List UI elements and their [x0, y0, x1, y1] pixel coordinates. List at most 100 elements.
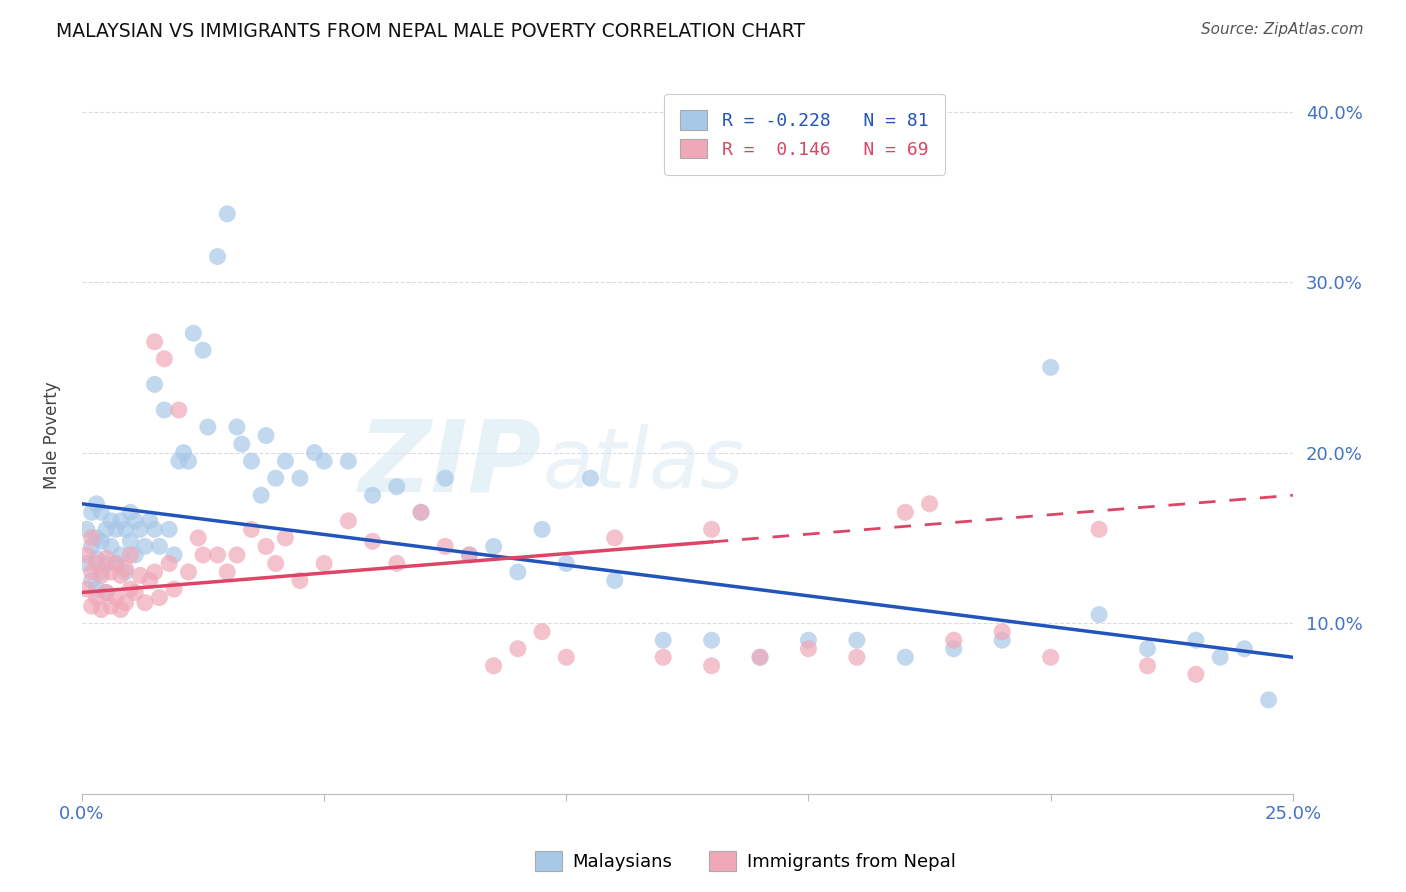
Point — [288, 471, 311, 485]
Point — [110, 548, 132, 562]
Point — [894, 650, 917, 665]
Point — [482, 658, 505, 673]
Point — [104, 557, 127, 571]
Point — [90, 602, 112, 616]
Point — [139, 574, 162, 588]
Point — [120, 548, 142, 562]
Point — [96, 557, 118, 571]
Point — [129, 522, 152, 536]
Point — [86, 551, 108, 566]
Point — [991, 633, 1014, 648]
Point — [90, 568, 112, 582]
Point — [177, 565, 200, 579]
Point — [157, 522, 180, 536]
Point — [226, 548, 249, 562]
Text: Source: ZipAtlas.com: Source: ZipAtlas.com — [1201, 22, 1364, 37]
Point — [104, 557, 127, 571]
Point — [797, 633, 820, 648]
Point — [114, 565, 136, 579]
Point — [482, 540, 505, 554]
Point — [1136, 641, 1159, 656]
Point — [337, 454, 360, 468]
Point — [264, 557, 287, 571]
Point — [217, 565, 239, 579]
Point — [254, 540, 277, 554]
Point — [918, 497, 941, 511]
Point — [143, 377, 166, 392]
Point — [110, 568, 132, 582]
Point — [80, 531, 103, 545]
Point — [304, 445, 326, 459]
Point — [1257, 693, 1279, 707]
Point — [191, 548, 214, 562]
Point — [90, 505, 112, 519]
Point — [197, 420, 219, 434]
Point — [797, 641, 820, 656]
Point — [163, 548, 186, 562]
Point — [96, 585, 118, 599]
Point — [603, 574, 626, 588]
Point — [749, 650, 772, 665]
Point — [250, 488, 273, 502]
Point — [361, 488, 384, 502]
Point — [274, 454, 297, 468]
Point — [652, 650, 675, 665]
Point — [157, 557, 180, 571]
Point — [148, 540, 170, 554]
Point — [434, 471, 457, 485]
Point — [191, 343, 214, 358]
Point — [86, 497, 108, 511]
Point — [167, 454, 190, 468]
Point — [314, 557, 336, 571]
Legend: R = -0.228   N = 81, R =  0.146   N = 69: R = -0.228 N = 81, R = 0.146 N = 69 — [664, 94, 945, 175]
Point — [555, 557, 578, 571]
Point — [361, 534, 384, 549]
Point — [120, 505, 142, 519]
Point — [1185, 667, 1208, 681]
Point — [177, 454, 200, 468]
Point — [207, 250, 229, 264]
Point — [385, 480, 408, 494]
Point — [143, 565, 166, 579]
Point — [652, 633, 675, 648]
Point — [143, 522, 166, 536]
Point — [531, 522, 554, 536]
Point — [894, 505, 917, 519]
Point — [86, 591, 108, 605]
Point — [603, 531, 626, 545]
Point — [80, 505, 103, 519]
Point — [207, 548, 229, 562]
Point — [86, 531, 108, 545]
Point — [100, 565, 122, 579]
Point — [240, 522, 263, 536]
Point — [124, 548, 146, 562]
Point — [167, 403, 190, 417]
Point — [96, 551, 118, 566]
Point — [104, 591, 127, 605]
Point — [434, 540, 457, 554]
Point — [337, 514, 360, 528]
Point — [942, 641, 965, 656]
Point — [458, 548, 481, 562]
Point — [114, 522, 136, 536]
Point — [749, 650, 772, 665]
Text: MALAYSIAN VS IMMIGRANTS FROM NEPAL MALE POVERTY CORRELATION CHART: MALAYSIAN VS IMMIGRANTS FROM NEPAL MALE … — [56, 22, 806, 41]
Point — [153, 351, 176, 366]
Point — [226, 420, 249, 434]
Point — [1039, 650, 1062, 665]
Point — [104, 522, 127, 536]
Point — [385, 557, 408, 571]
Point — [110, 602, 132, 616]
Point — [231, 437, 253, 451]
Point — [531, 624, 554, 639]
Point — [991, 624, 1014, 639]
Point — [100, 599, 122, 613]
Point — [187, 531, 209, 545]
Point — [217, 207, 239, 221]
Point — [124, 514, 146, 528]
Point — [1185, 633, 1208, 648]
Point — [506, 641, 529, 656]
Point — [86, 582, 108, 596]
Point — [80, 574, 103, 588]
Point — [942, 633, 965, 648]
